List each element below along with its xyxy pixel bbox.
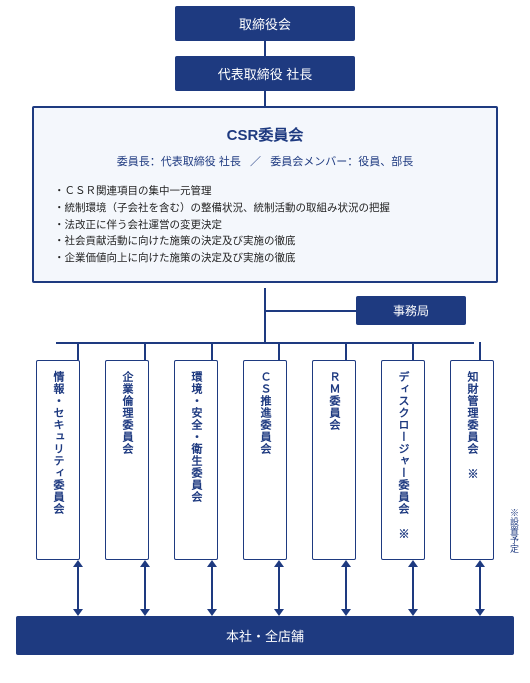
double-arrow <box>412 566 414 610</box>
double-arrow <box>211 566 213 610</box>
double-arrow <box>77 566 79 610</box>
csr-bullet: ・社会貢献活動に向けた施策の決定及び実施の徹底 <box>54 233 476 250</box>
committee-box: 企業倫理委員会 <box>105 360 149 560</box>
csr-chair: 委員長：代表取締役 社長 <box>117 156 241 168</box>
committee-label: ＲＭ委員会 <box>326 371 342 431</box>
csr-members: 委員会メンバー：役員、部長 <box>270 156 413 168</box>
csr-committee-panel: CSR委員会 委員長：代表取締役 社長 ／ 委員会メンバー：役員、部長 ・ＣＳＲ… <box>32 106 498 283</box>
board-of-directors-label: 取締役会 <box>239 17 291 32</box>
note-planned: ※設置予定 <box>508 508 521 553</box>
committee-label: 情報・セキュリティ委員会 <box>50 371 66 515</box>
committee-box: ＣＳ推進委員会 <box>243 360 287 560</box>
csr-subtitle: 委員長：代表取締役 社長 ／ 委員会メンバー：役員、部長 <box>54 153 476 169</box>
double-arrow <box>144 566 146 610</box>
double-arrow <box>479 566 481 610</box>
committee-label: ＣＳ推進委員会 <box>257 371 273 455</box>
connector-line <box>345 342 347 360</box>
president-box: 代表取締役 社長 <box>175 56 355 91</box>
csr-bullet: ・統制環境（子会社を含む）の整備状況、統制活動の取組み状況の把握 <box>54 200 476 217</box>
double-arrow <box>278 566 280 610</box>
csr-bullet: ・法改正に伴う会社運営の変更決定 <box>54 217 476 234</box>
divider: ／ <box>250 156 261 168</box>
committee-row: 情報・セキュリティ委員会 企業倫理委員会 環境・安全・衛生委員会 ＣＳ推進委員会… <box>36 360 494 560</box>
connector-line <box>77 342 79 360</box>
connector-line <box>144 342 146 360</box>
double-arrow <box>345 566 347 610</box>
footer-box: 本社・全店舗 <box>16 616 514 655</box>
president-label: 代表取締役 社長 <box>218 67 313 82</box>
connector-line <box>265 310 357 312</box>
csr-bullet-list: ・ＣＳＲ関連項目の集中一元管理 ・統制環境（子会社を含む）の整備状況、統制活動の… <box>54 183 476 267</box>
connector-line <box>211 342 213 360</box>
committee-label: 知財管理委員会 ※ <box>464 371 480 480</box>
committee-box: ディスクロージャー委員会 ※ <box>381 360 425 560</box>
committee-box: 情報・セキュリティ委員会 <box>36 360 80 560</box>
connector-line <box>278 342 280 360</box>
csr-bullet: ・ＣＳＲ関連項目の集中一元管理 <box>54 183 476 200</box>
committee-label: 企業倫理委員会 <box>119 371 135 455</box>
secretariat-box: 事務局 <box>356 296 466 325</box>
committee-box: 知財管理委員会 ※ <box>450 360 494 560</box>
connector-line <box>264 88 266 106</box>
connector-line <box>412 342 414 360</box>
secretariat-label: 事務局 <box>393 304 429 318</box>
footer-label: 本社・全店舗 <box>226 629 304 644</box>
csr-title: CSR委員会 <box>54 124 476 145</box>
connector-line <box>264 38 266 56</box>
committee-label: 環境・安全・衛生委員会 <box>188 371 204 503</box>
committee-box: 環境・安全・衛生委員会 <box>174 360 218 560</box>
committee-label: ディスクロージャー委員会 ※ <box>395 371 411 540</box>
connector-line <box>479 342 481 360</box>
board-of-directors-box: 取締役会 <box>175 6 355 41</box>
committee-box: ＲＭ委員会 <box>312 360 356 560</box>
connector-line <box>264 288 266 342</box>
csr-bullet: ・企業価値向上に向けた施策の決定及び実施の徹底 <box>54 250 476 267</box>
